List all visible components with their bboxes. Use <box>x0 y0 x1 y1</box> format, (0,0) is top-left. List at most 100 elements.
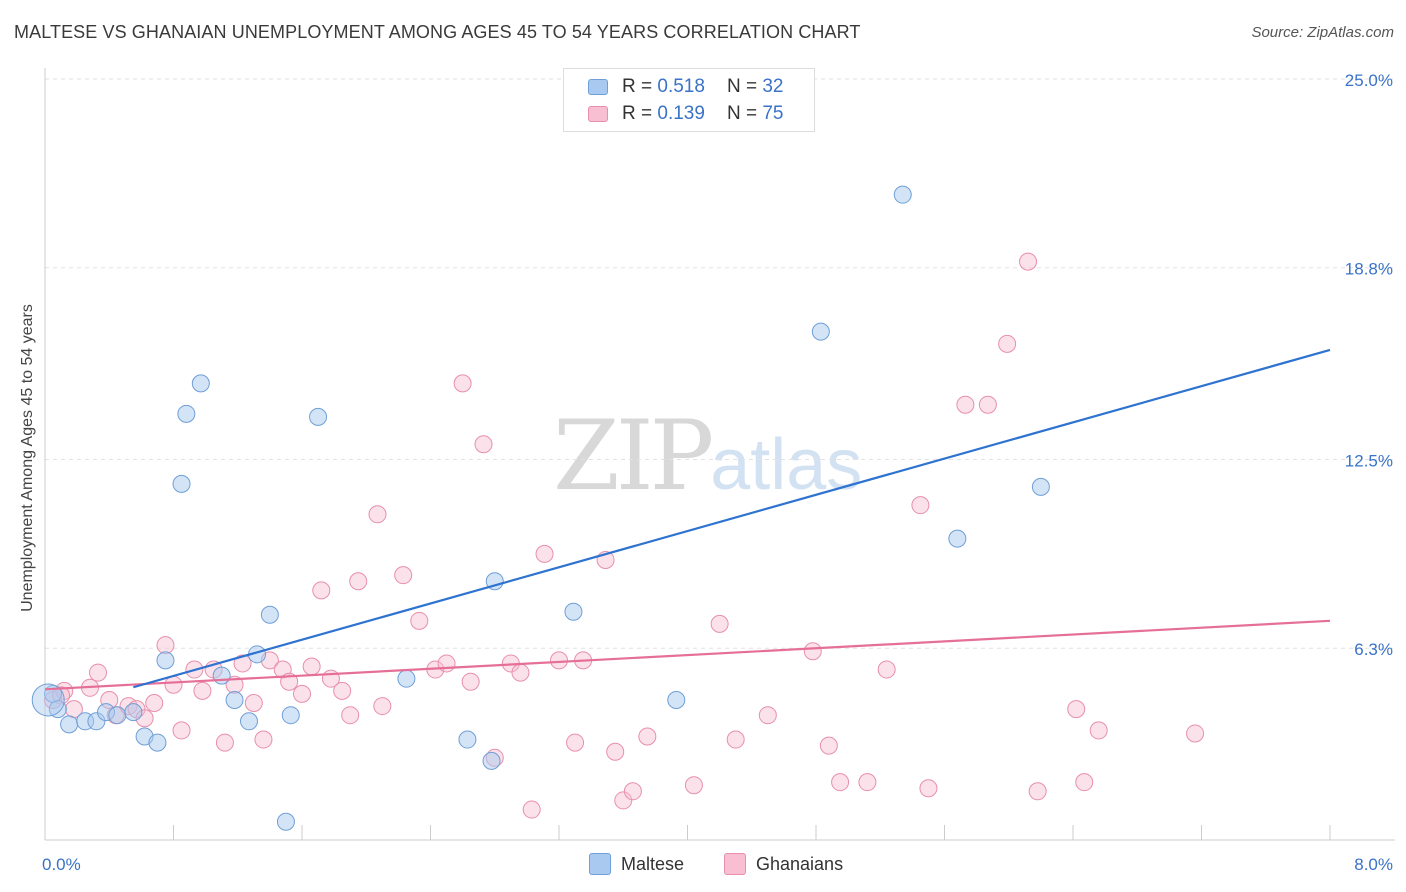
legend-n-label: N = <box>726 103 758 124</box>
legend-row-maltese: R = 0.518 N = 32 <box>588 75 783 99</box>
ghanaians-point <box>453 374 472 393</box>
ghanaians-point <box>726 730 745 749</box>
ghanaians-point <box>302 657 321 676</box>
ghanaians-point <box>566 733 585 752</box>
tick-labels: 6.3% 12.5% 18.8% 25.0% 0.0% 8.0% <box>42 71 1393 874</box>
ghanaians-point <box>1019 252 1038 271</box>
maltese-point <box>239 712 258 731</box>
maltese-point <box>281 706 300 725</box>
maltese-point <box>124 703 143 722</box>
maltese-point <box>893 185 912 204</box>
ghanaians-points <box>44 252 1205 819</box>
ghanaians-point <box>831 773 850 792</box>
ghanaians-point <box>1089 721 1108 740</box>
bottom-legend-ghanaians: Ghanaians <box>724 852 843 876</box>
ghanaians-point <box>244 694 263 713</box>
maltese-point <box>156 651 175 670</box>
maltese-point <box>108 706 127 725</box>
ghanaians-point <box>522 800 541 819</box>
legend-maltese-n: 32 <box>762 76 784 97</box>
ghanaians-point <box>638 727 657 746</box>
y-tick-label: 18.8% <box>1345 260 1393 279</box>
ghanaians-point <box>172 721 191 740</box>
y-tick-label: 12.5% <box>1345 452 1393 471</box>
maltese-point <box>667 690 686 709</box>
ghanaians-point <box>410 611 429 630</box>
maltese-point <box>177 404 196 423</box>
trend-lines <box>44 348 1331 691</box>
ghanaians-point <box>156 636 175 655</box>
maltese-point <box>276 812 295 831</box>
ghanaians-trend-line <box>44 619 1331 691</box>
maltese-point <box>458 730 477 749</box>
legend-ghanaians-r: 0.139 <box>657 103 705 124</box>
ghanaians-point <box>623 782 642 801</box>
maltese-point <box>48 700 67 719</box>
ghanaians-point <box>474 435 493 454</box>
ghanaians-point <box>1186 724 1205 743</box>
ghanaians-point <box>614 791 633 810</box>
bottom-legend-maltese: Maltese <box>589 852 684 876</box>
ghanaians-legend-swatch <box>724 853 746 875</box>
ghanaians-point <box>164 675 183 694</box>
grid-lines <box>45 78 1395 649</box>
y-tick-label: 6.3% <box>1354 640 1393 659</box>
maltese-point <box>31 683 65 717</box>
ghanaians-point <box>550 651 568 670</box>
stats-legend: R = 0.518 N = 32 R = 0.139 N = 75 <box>563 68 815 132</box>
maltese-point <box>212 666 231 685</box>
legend-ghanaians-n: 75 <box>762 103 784 124</box>
ghanaians-point <box>341 706 360 725</box>
ghanaians-point <box>511 663 530 682</box>
ghanaians-point <box>978 395 997 414</box>
maltese-point <box>148 733 167 752</box>
ghanaians-point <box>312 581 331 600</box>
ghanaians-point <box>89 663 108 682</box>
ghanaians-point <box>819 736 838 755</box>
maltese-swatch <box>588 79 608 95</box>
maltese-point <box>948 529 967 548</box>
ghanaians-point <box>758 706 777 725</box>
ghanaians-point <box>606 742 625 761</box>
maltese-point <box>191 374 210 393</box>
maltese-point <box>1031 477 1050 496</box>
maltese-point <box>60 715 79 734</box>
legend-n-label: N = <box>726 76 758 97</box>
ghanaians-point <box>193 681 212 700</box>
maltese-point <box>260 605 279 624</box>
ghanaians-point <box>349 572 368 591</box>
maltese-legend-swatch <box>589 853 611 875</box>
maltese-point <box>564 602 583 621</box>
ghanaians-point <box>1028 782 1047 801</box>
maltese-point <box>309 407 328 426</box>
ghanaians-point <box>1067 700 1086 719</box>
maltese-point <box>172 474 191 493</box>
ghanaians-point <box>394 566 413 585</box>
ghanaians-point <box>333 681 352 700</box>
maltese-trend-line <box>133 348 1331 689</box>
ghanaians-point <box>373 697 392 716</box>
maltese-point <box>225 690 244 709</box>
source-label: Source: ZipAtlas.com <box>1251 24 1394 41</box>
ghanaians-point <box>1075 773 1094 792</box>
ghanaians-point <box>998 334 1017 353</box>
legend-maltese-r: 0.518 <box>657 76 705 97</box>
ghanaians-point <box>911 496 930 515</box>
maltese-points <box>31 185 1050 831</box>
ghanaians-point <box>803 642 822 661</box>
ghanaians-point <box>254 730 273 749</box>
maltese-point <box>397 669 416 688</box>
ghanaians-point <box>461 672 480 691</box>
legend-r-label: R = <box>622 103 653 124</box>
ghanaians-point <box>956 395 975 414</box>
ghanaians-legend-label: Ghanaians <box>756 853 844 874</box>
ghanaians-point <box>710 614 729 633</box>
y-tick-label: 25.0% <box>1345 71 1393 90</box>
ghanaians-point <box>877 660 896 679</box>
ghanaians-point <box>535 544 554 563</box>
ghanaians-point <box>215 733 234 752</box>
x-tick-label: 0.0% <box>42 855 81 874</box>
maltese-legend-label: Maltese <box>621 853 685 874</box>
ghanaians-point <box>145 694 164 713</box>
